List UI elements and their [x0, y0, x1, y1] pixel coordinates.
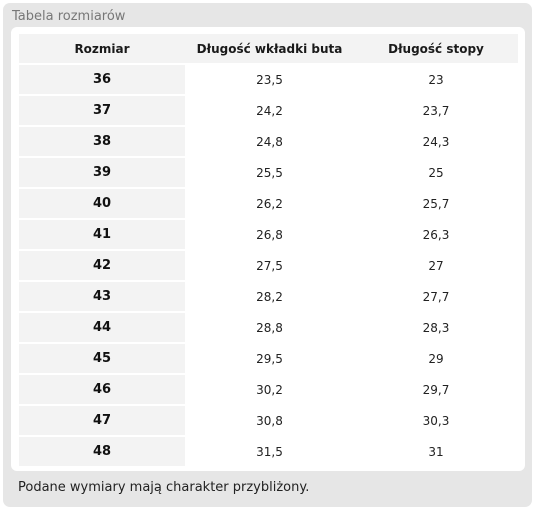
table-row: 40 26,2 25,7: [19, 189, 518, 218]
table-row: 46 30,2 29,7: [19, 375, 518, 404]
cell-foot-length: 29,7: [354, 375, 518, 404]
table-row: 42 27,5 27: [19, 251, 518, 280]
cell-size: 43: [19, 282, 185, 311]
cell-foot-length: 29: [354, 344, 518, 373]
cell-size: 41: [19, 220, 185, 249]
table-row: 47 30,8 30,3: [19, 406, 518, 435]
cell-foot-length: 27,7: [354, 282, 518, 311]
cell-size: 39: [19, 158, 185, 187]
cell-insole-length: 23,5: [185, 65, 354, 94]
cell-insole-length: 30,8: [185, 406, 354, 435]
table-row: 39 25,5 25: [19, 158, 518, 187]
table-row: 48 31,5 31: [19, 437, 518, 466]
size-table: Rozmiar Długość wkładki buta Długość sto…: [19, 32, 518, 468]
cell-size: 48: [19, 437, 185, 466]
header-size: Rozmiar: [19, 34, 185, 63]
cell-insole-length: 31,5: [185, 437, 354, 466]
cell-foot-length: 24,3: [354, 127, 518, 156]
table-row: 37 24,2 23,7: [19, 96, 518, 125]
cell-insole-length: 27,5: [185, 251, 354, 280]
cell-size: 38: [19, 127, 185, 156]
cell-foot-length: 27: [354, 251, 518, 280]
table-header-row: Rozmiar Długość wkładki buta Długość sto…: [19, 34, 518, 63]
cell-insole-length: 29,5: [185, 344, 354, 373]
cell-size: 40: [19, 189, 185, 218]
cell-foot-length: 23: [354, 65, 518, 94]
cell-size: 36: [19, 65, 185, 94]
cell-size: 45: [19, 344, 185, 373]
cell-insole-length: 28,2: [185, 282, 354, 311]
cell-size: 46: [19, 375, 185, 404]
cell-insole-length: 24,8: [185, 127, 354, 156]
cell-insole-length: 25,5: [185, 158, 354, 187]
table-row: 38 24,8 24,3: [19, 127, 518, 156]
cell-size: 44: [19, 313, 185, 342]
cell-insole-length: 28,8: [185, 313, 354, 342]
header-foot-length: Długość stopy: [354, 34, 518, 63]
table-row: 44 28,8 28,3: [19, 313, 518, 342]
cell-foot-length: 26,3: [354, 220, 518, 249]
cell-foot-length: 30,3: [354, 406, 518, 435]
cell-size: 47: [19, 406, 185, 435]
cell-size: 42: [19, 251, 185, 280]
cell-foot-length: 23,7: [354, 96, 518, 125]
cell-insole-length: 30,2: [185, 375, 354, 404]
approximation-note: Podane wymiary mają charakter przybliżon…: [18, 480, 310, 495]
cell-foot-length: 25: [354, 158, 518, 187]
panel-title: Tabela rozmiarów: [12, 9, 126, 24]
table-row: 45 29,5 29: [19, 344, 518, 373]
cell-insole-length: 26,2: [185, 189, 354, 218]
cell-foot-length: 31: [354, 437, 518, 466]
table-row: 43 28,2 27,7: [19, 282, 518, 311]
header-insole-length: Długość wkładki buta: [185, 34, 354, 63]
cell-insole-length: 24,2: [185, 96, 354, 125]
cell-insole-length: 26,8: [185, 220, 354, 249]
size-table-container: Rozmiar Długość wkładki buta Długość sto…: [11, 27, 525, 471]
table-row: 36 23,5 23: [19, 65, 518, 94]
cell-foot-length: 25,7: [354, 189, 518, 218]
cell-foot-length: 28,3: [354, 313, 518, 342]
size-chart-panel: Tabela rozmiarów Rozmiar Długość wkładki…: [3, 3, 532, 507]
table-row: 41 26,8 26,3: [19, 220, 518, 249]
cell-size: 37: [19, 96, 185, 125]
